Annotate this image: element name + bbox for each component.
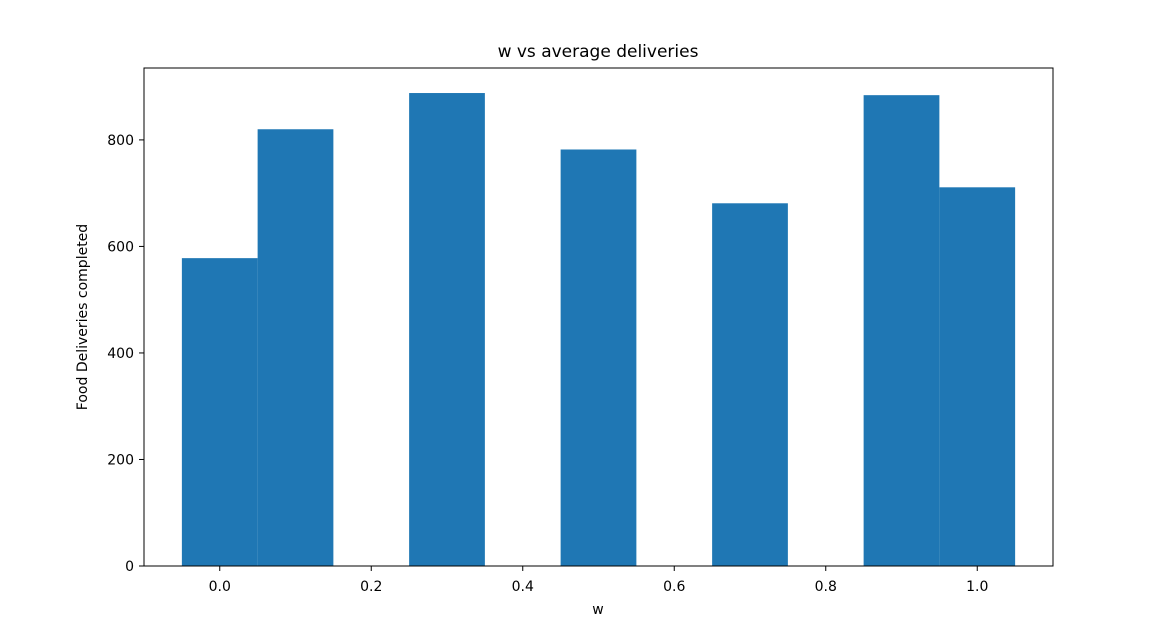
bar-3	[560, 149, 637, 566]
x-axis-label: w	[592, 602, 603, 618]
x-tick-label: 0.0	[209, 579, 231, 595]
x-tick-label: 0.4	[512, 579, 534, 595]
bar-5	[863, 95, 940, 566]
y-axis-label: Food Deliveries completed	[75, 224, 91, 410]
y-tick-label: 600	[107, 239, 134, 255]
y-tick-label: 200	[107, 452, 134, 468]
bars	[181, 93, 1016, 567]
y-tick-label: 400	[107, 346, 134, 362]
x-axis-ticks: 0.0 0.2 0.4 0.6 0.8 1.0	[209, 566, 988, 595]
y-tick-label: 0	[125, 559, 134, 575]
bar-6	[939, 187, 1016, 566]
y-axis-ticks: 0 200 400 600 800	[107, 133, 144, 575]
bar-4	[712, 203, 788, 566]
x-tick-label: 0.6	[663, 579, 685, 595]
x-tick-label: 0.8	[815, 579, 837, 595]
chart-title: w vs average deliveries	[498, 42, 699, 62]
x-tick-label: 1.0	[966, 579, 988, 595]
bar-0	[181, 258, 258, 566]
bar-2	[409, 93, 485, 567]
plot-frame	[143, 67, 1054, 567]
y-tick-label: 800	[107, 133, 134, 149]
x-tick-label: 0.2	[360, 579, 382, 595]
bar-1	[257, 129, 334, 566]
